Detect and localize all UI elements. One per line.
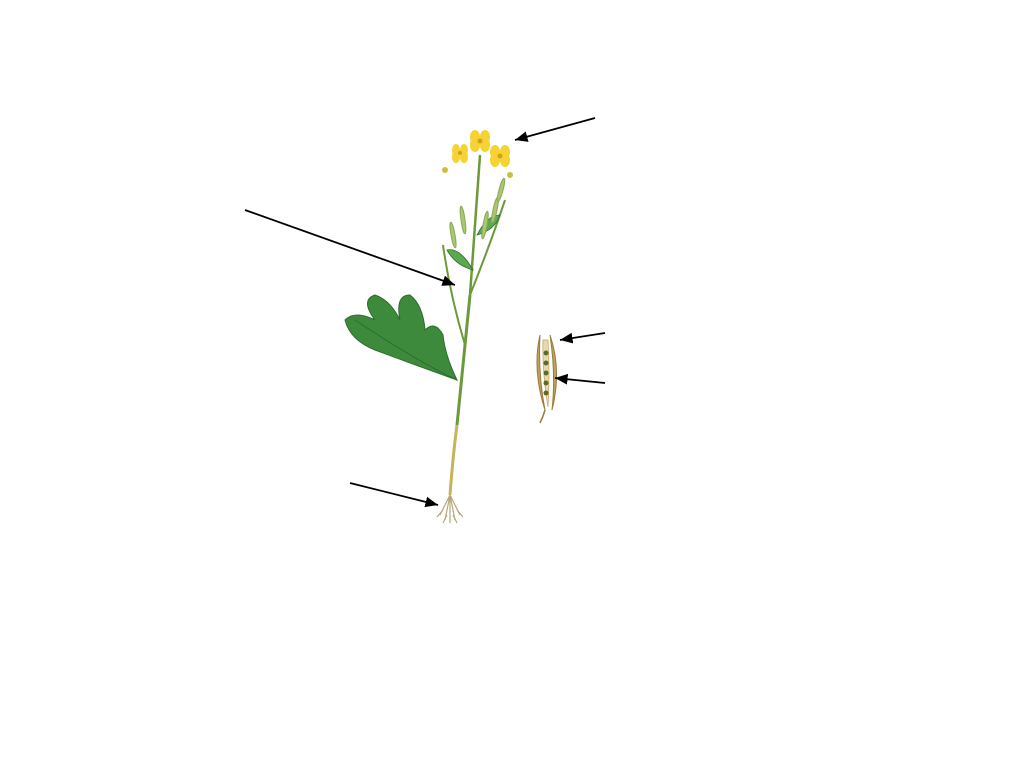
arrow-seeds — [555, 378, 605, 383]
bottom-caption — [0, 600, 1024, 628]
plant-illustration — [345, 130, 557, 523]
arrow-flowers — [515, 118, 595, 140]
stem-lower — [450, 425, 457, 495]
arrow-fruits — [560, 333, 605, 340]
arrow-roots — [350, 483, 438, 505]
arrow-shoot — [245, 210, 455, 285]
plant-and-arrows-svg — [160, 30, 860, 550]
roots — [437, 495, 463, 523]
flowers-cluster — [442, 130, 513, 178]
detached-pod — [537, 335, 557, 423]
large-leaf — [345, 295, 457, 380]
diagram-area — [160, 30, 860, 550]
stem-mid — [457, 295, 470, 425]
